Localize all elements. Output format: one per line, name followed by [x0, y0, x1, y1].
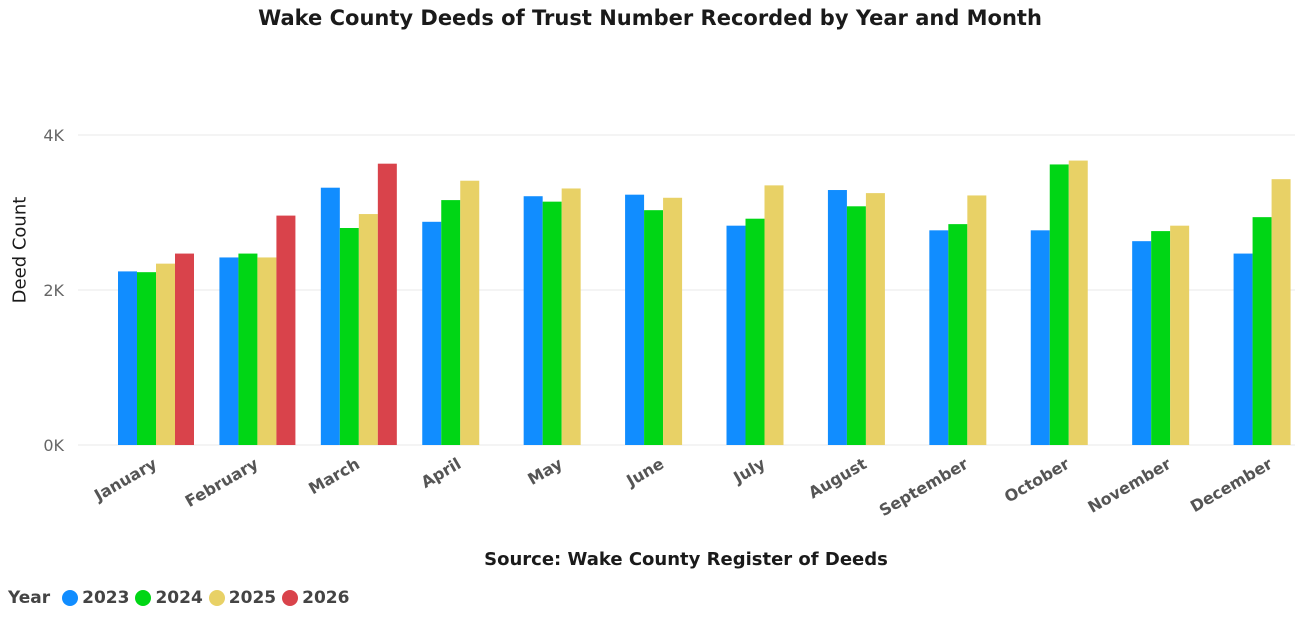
legend-swatch-2025: [208, 590, 225, 606]
bar-2025-december[interactable]: [1271, 179, 1291, 446]
x-tick-label: May: [524, 454, 566, 489]
bar-2024-december[interactable]: [1252, 217, 1272, 445]
bar-2023-july[interactable]: [726, 225, 746, 445]
bar-2024-january[interactable]: [137, 272, 156, 445]
legend-item-2024[interactable]: 2024: [135, 588, 203, 608]
legend-title: Year: [8, 588, 51, 608]
bar-2024-june[interactable]: [644, 210, 664, 445]
bar-2026-january[interactable]: [175, 253, 194, 445]
chart-title: Wake County Deeds of Trust Number Record…: [258, 6, 1042, 30]
bar-2024-april[interactable]: [441, 200, 461, 445]
legend-label-2025: 2025: [228, 588, 277, 608]
bar-2025-november[interactable]: [1170, 225, 1190, 445]
bar-2025-august[interactable]: [865, 193, 885, 445]
bar-2023-march[interactable]: [320, 187, 340, 445]
x-tick-label: April: [418, 454, 464, 492]
bar-2023-august[interactable]: [827, 190, 847, 445]
bar-2023-november[interactable]: [1132, 241, 1152, 445]
x-tick-label: August: [805, 454, 870, 503]
bar-2025-february[interactable]: [257, 257, 277, 445]
y-tick-label: 2K: [43, 281, 64, 300]
legend-label-2023: 2023: [82, 588, 130, 608]
x-tick-label: July: [729, 454, 769, 488]
legend: Year 2023 2024 2025 2026: [8, 588, 355, 608]
bar-2025-january[interactable]: [156, 263, 175, 445]
legend-swatch-2026: [282, 590, 299, 606]
legend-item-2025[interactable]: 2025: [208, 588, 277, 608]
bar-2025-september[interactable]: [967, 195, 987, 445]
bar-2023-april[interactable]: [422, 221, 442, 445]
bar-2025-may[interactable]: [561, 188, 581, 445]
bar-2024-march[interactable]: [339, 228, 359, 445]
legend-label-2026: 2026: [302, 588, 350, 608]
bar-2025-july[interactable]: [764, 185, 784, 445]
bar-2023-may[interactable]: [523, 196, 543, 445]
bar-2023-february[interactable]: [219, 257, 239, 445]
bar-2025-march[interactable]: [358, 214, 378, 445]
bar-2023-october[interactable]: [1030, 230, 1050, 445]
x-tick-label: February: [182, 454, 262, 511]
x-tick-label: September: [876, 454, 972, 520]
bar-2024-october[interactable]: [1049, 164, 1069, 445]
legend-swatch-2023: [62, 590, 79, 606]
y-tick-label: 4K: [43, 126, 64, 145]
bar-2023-december[interactable]: [1233, 253, 1253, 445]
x-tick-label: March: [305, 454, 363, 498]
bar-2026-march[interactable]: [377, 163, 397, 446]
bar-2024-august[interactable]: [846, 206, 866, 445]
bar-2024-november[interactable]: [1151, 231, 1171, 445]
y-tick-label: 0K: [43, 436, 64, 455]
legend-item-2023[interactable]: 2023: [62, 588, 129, 608]
x-tick-label: October: [1001, 454, 1073, 506]
x-tick-label: November: [1085, 454, 1175, 517]
bar-2024-july[interactable]: [745, 218, 765, 445]
x-tick-label: June: [622, 454, 667, 491]
bar-2024-september[interactable]: [948, 224, 968, 445]
bar-2023-september[interactable]: [929, 230, 949, 445]
legend-swatch-2024: [135, 590, 152, 606]
bar-2024-may[interactable]: [542, 201, 562, 445]
bar-2025-april[interactable]: [460, 180, 480, 445]
x-tick-label: January: [90, 454, 160, 506]
legend-label-2024: 2024: [155, 588, 203, 608]
chart-plot: 0K 2K 4K January February March April May June Ju…: [43, 126, 1295, 520]
x-tick-label: December: [1187, 454, 1276, 516]
bar-2026-february[interactable]: [276, 215, 296, 445]
legend-item-2026[interactable]: 2026: [282, 588, 349, 608]
bar-2024-february[interactable]: [238, 253, 258, 445]
bar-2025-october[interactable]: [1068, 160, 1088, 445]
chart-source: Source: Wake County Register of Deeds: [484, 549, 888, 570]
bar-2023-january[interactable]: [118, 271, 137, 445]
bar-2023-june[interactable]: [625, 194, 645, 445]
bar-2025-june[interactable]: [663, 197, 683, 445]
